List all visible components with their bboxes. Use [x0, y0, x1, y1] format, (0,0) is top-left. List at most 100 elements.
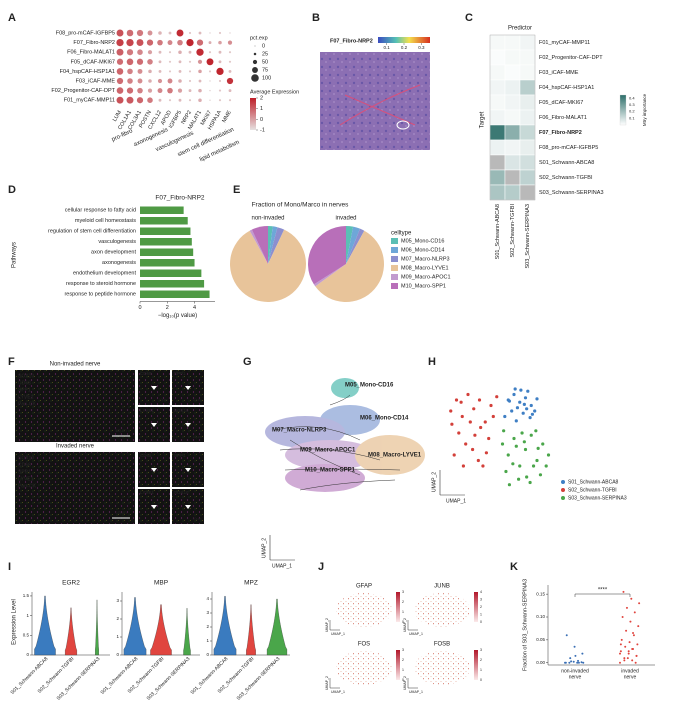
point	[454, 398, 459, 402]
scale-label: 10μm	[193, 398, 202, 402]
point	[632, 634, 635, 637]
heatmap-cell	[504, 169, 521, 186]
axis-arrows	[407, 620, 418, 631]
point	[526, 389, 530, 393]
heatmap-cell	[489, 124, 506, 141]
dot	[116, 77, 124, 85]
row-label: F08_pro-mCAF-IGFBP5	[56, 30, 115, 36]
arrow-head	[151, 505, 157, 509]
marker-label: LYVE1	[18, 476, 34, 482]
axis-label: UMAP_2	[325, 676, 329, 690]
dot	[116, 58, 124, 65]
point	[627, 652, 630, 655]
scale-label: 10μm	[159, 480, 168, 484]
colorbar-label: 2	[402, 600, 404, 604]
dot	[198, 69, 202, 74]
point	[564, 661, 567, 664]
dot	[218, 60, 222, 64]
spatial-overlay	[339, 84, 421, 126]
axis-label: UMAP_1	[446, 498, 466, 504]
significance: ****	[598, 588, 608, 594]
dot	[209, 89, 211, 92]
y-tick-label: 2	[116, 616, 119, 621]
row-label: S02_Schwann-TGFBI	[539, 175, 593, 181]
heatmap-cell	[504, 124, 521, 141]
point	[531, 464, 536, 468]
colorbar-label: 0.1	[629, 115, 635, 120]
y-tick-label: myeloid cell homeostasis	[75, 218, 136, 224]
point	[574, 654, 577, 657]
point	[514, 444, 518, 448]
colorbar-label: 0.3	[629, 102, 635, 107]
dot	[137, 49, 143, 55]
arrow-head	[185, 505, 191, 509]
axis-label: UMAP_2	[431, 472, 437, 492]
panel-letter: A	[8, 12, 16, 24]
violin	[95, 599, 99, 656]
if-image	[15, 452, 135, 524]
panel-title: GFAP	[356, 584, 372, 590]
if-image	[15, 370, 135, 442]
dot	[147, 88, 153, 93]
inset-label: LYVE1	[140, 408, 154, 413]
point	[637, 625, 640, 628]
y-tick-label: endothelium development	[73, 271, 136, 277]
legend-title: Average Expression	[250, 89, 299, 95]
scale-label: 10μm	[193, 480, 202, 484]
violin	[183, 608, 191, 656]
legend-title: celltype	[391, 231, 412, 237]
heatmap-cell	[489, 154, 506, 171]
legend-swatch	[391, 265, 398, 271]
dot	[126, 29, 134, 37]
heatmap-cell	[504, 79, 521, 96]
axis-label: UMAP_2	[325, 618, 329, 632]
dot	[168, 70, 172, 73]
point	[450, 422, 454, 426]
row-label: F04_hspCAF-HSP1A1	[539, 85, 594, 91]
dot	[228, 89, 232, 93]
point	[577, 661, 580, 664]
colorbar-label: 2	[260, 95, 263, 101]
legend-dot	[252, 59, 258, 65]
colorbar	[474, 650, 478, 680]
dot	[228, 99, 232, 102]
dot	[157, 39, 163, 46]
dot	[177, 88, 183, 93]
point	[510, 409, 514, 413]
y-tick-label: 3	[116, 598, 119, 603]
point	[619, 643, 622, 646]
heatmap-cell	[519, 169, 536, 186]
pie-slice	[346, 228, 365, 264]
heatmap-cell	[519, 64, 536, 81]
colorbar-label: 0	[260, 117, 263, 123]
panel-letter: B	[312, 12, 320, 24]
arrow-head	[151, 423, 157, 427]
pie-slice	[229, 229, 307, 302]
point	[622, 590, 625, 593]
dot	[116, 68, 124, 75]
point	[513, 387, 517, 391]
heatmap-cell	[504, 49, 521, 66]
colorbar-label: 0.1	[384, 45, 391, 50]
dot	[216, 67, 224, 76]
legend-label: 25	[262, 51, 268, 57]
feature-cloud	[336, 593, 392, 627]
heatmap-title: Predictor	[508, 26, 532, 32]
axis-label: Expression Level	[12, 599, 18, 645]
point	[525, 475, 529, 479]
point	[629, 620, 632, 623]
legend-swatch	[391, 247, 398, 253]
point	[625, 629, 628, 632]
marker-label: CD68	[18, 380, 31, 386]
legend-label: S01_Schwann-ABCA8	[568, 479, 619, 485]
legend-dot	[253, 52, 257, 56]
point	[506, 453, 510, 457]
dot	[228, 51, 232, 54]
point	[620, 638, 623, 641]
point	[631, 648, 634, 650]
dot	[209, 80, 211, 82]
point	[484, 451, 488, 455]
axis-arrows	[329, 620, 340, 631]
arrow-head	[185, 386, 191, 390]
